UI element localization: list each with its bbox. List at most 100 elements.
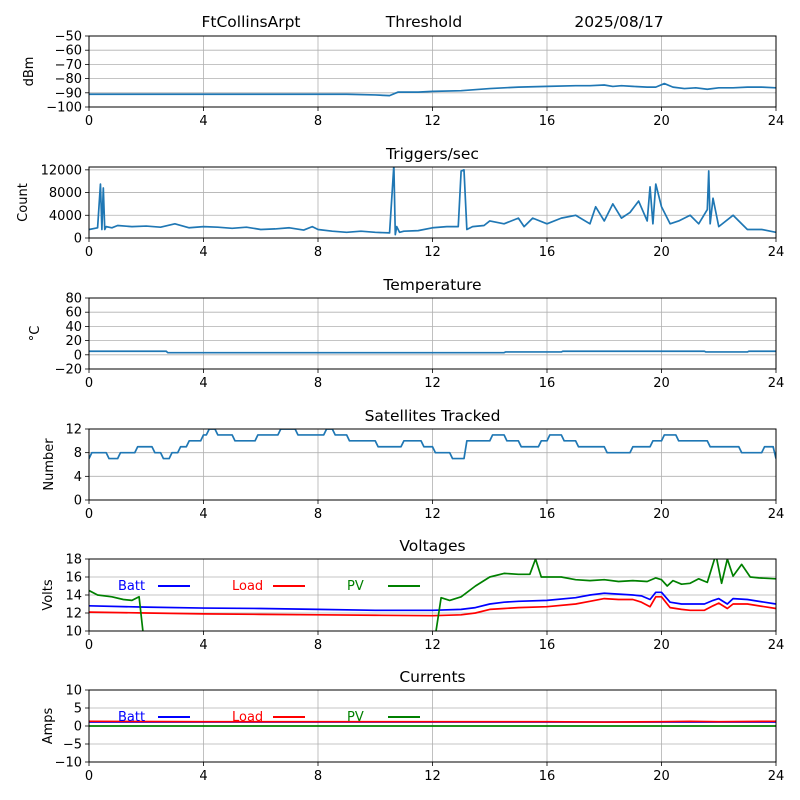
- x-tick-label: 8: [314, 638, 322, 653]
- x-tick-label: 24: [768, 376, 785, 391]
- legend-label-load: Load: [232, 710, 263, 725]
- series-group: [89, 350, 776, 354]
- y-tick-label: 4000: [49, 209, 82, 224]
- y-tick-label: 0: [74, 494, 82, 509]
- y-tick-label: −50: [55, 30, 82, 45]
- x-tick-label: 24: [768, 507, 785, 522]
- panel-currents: 0 4 8 12 16 20 24 −10 −5 0 5 10 Currents Amps Batt Load…: [41, 668, 784, 784]
- x-tick-label: 24: [768, 769, 785, 784]
- x-tick-label: 12: [424, 507, 441, 522]
- station-title: FtCollinsArpt: [201, 13, 300, 31]
- y-tick-label: −60: [55, 44, 82, 59]
- x-tick-label: 0: [85, 376, 93, 391]
- panel-title: Temperature: [382, 276, 481, 294]
- y-tick-label: 12: [65, 607, 82, 622]
- panel-satellites: 0 4 8 12 16 20 24 0 4 8 12 Satellites Tracked Number: [42, 407, 784, 522]
- y-tick-label: 18: [65, 553, 82, 568]
- series-group: [89, 720, 776, 727]
- x-tick-label: 12: [424, 245, 441, 260]
- x-tick-label: 20: [653, 638, 670, 653]
- x-tick-label: 16: [539, 638, 556, 653]
- legend-label-pv: PV: [347, 579, 364, 594]
- x-tick-label: 0: [85, 638, 93, 653]
- y-tick-label: 14: [65, 589, 82, 604]
- y-axis-label: Count: [16, 183, 31, 222]
- series-line-triggers: [89, 167, 776, 236]
- x-tick-label: 12: [424, 376, 441, 391]
- series-line-load: [89, 595, 776, 617]
- x-tick-label: 20: [653, 245, 670, 260]
- panel-title: Satellites Tracked: [365, 407, 501, 425]
- panel-title: Currents: [399, 668, 465, 686]
- x-tick-label: 12: [424, 638, 441, 653]
- y-axis-label: °C: [28, 326, 43, 342]
- x-tick-label: 8: [314, 245, 322, 260]
- y-tick-label: 8000: [49, 186, 82, 201]
- legend-label-batt: Batt: [118, 710, 145, 725]
- x-tick-label: 16: [539, 507, 556, 522]
- y-tick-label: 40: [65, 320, 82, 335]
- y-axis-label: dBm: [22, 57, 37, 87]
- series-line-load: [89, 720, 776, 723]
- y-tick-label: −90: [55, 86, 82, 101]
- x-tick-label: 16: [539, 769, 556, 784]
- y-tick-label: −5: [63, 738, 82, 753]
- y-tick-label: −20: [55, 363, 82, 378]
- x-tick-label: 20: [653, 769, 670, 784]
- panel-voltages: 0 4 8 12 16 20 24 10 12 14 16 18 Voltages Volts Batt Lo…: [41, 537, 784, 653]
- y-tick-label: 4: [74, 470, 82, 485]
- panel-triggers: 0 4 8 12 16 20 24 0 4000 8000 12000 Triggers/sec Cou…: [16, 145, 784, 260]
- x-tick-label: 4: [199, 114, 207, 129]
- x-tick-label: 0: [85, 507, 93, 522]
- x-tick-label: 0: [85, 769, 93, 784]
- x-tick-label: 0: [85, 245, 93, 260]
- y-tick-label: −100: [46, 101, 82, 116]
- y-tick-label: 60: [65, 306, 82, 321]
- y-axis-label: Amps: [41, 707, 56, 744]
- x-tick-label: 0: [85, 114, 93, 129]
- y-tick-label: 0: [74, 348, 82, 363]
- series-line-pv: [89, 559, 776, 631]
- x-tick-label: 24: [768, 245, 785, 260]
- series-line-satellites: [89, 429, 776, 460]
- legend-label-load: Load: [232, 579, 263, 594]
- x-tick-label: 4: [199, 376, 207, 391]
- y-tick-label: 12: [65, 423, 82, 438]
- x-tick-label: 4: [199, 769, 207, 784]
- y-tick-label: 16: [65, 571, 82, 586]
- x-tick-label: 4: [199, 245, 207, 260]
- panel-title: Voltages: [399, 537, 465, 555]
- legend-label-pv: PV: [347, 710, 364, 725]
- x-tick-label: 16: [539, 114, 556, 129]
- y-tick-label: −70: [55, 58, 82, 73]
- x-tick-label: 12: [424, 769, 441, 784]
- series-group: [89, 82, 776, 97]
- legend-label-batt: Batt: [118, 579, 145, 594]
- y-tick-label: 0: [74, 232, 82, 247]
- x-tick-label: 4: [199, 507, 207, 522]
- x-tick-label: 8: [314, 376, 322, 391]
- x-tick-label: 16: [539, 245, 556, 260]
- y-tick-label: 10: [65, 684, 82, 699]
- y-tick-label: 5: [74, 702, 82, 717]
- metric-title: Threshold: [385, 13, 462, 31]
- x-tick-label: 8: [314, 114, 322, 129]
- panel-title: Triggers/sec: [385, 145, 479, 163]
- series-group: [89, 429, 776, 460]
- y-tick-label: 10: [65, 625, 82, 640]
- y-tick-label: 0: [74, 720, 82, 735]
- series-line-temperature: [89, 350, 776, 354]
- x-tick-label: 24: [768, 638, 785, 653]
- x-tick-label: 16: [539, 376, 556, 391]
- series-line-batt: [89, 591, 776, 612]
- date-title: 2025/08/17: [574, 13, 663, 31]
- y-tick-label: −80: [55, 72, 82, 87]
- y-tick-label: 20: [65, 334, 82, 349]
- panel-threshold: 0 4 8 12 16 20 24 −100−90−80−70−60−50 dBm: [22, 30, 784, 130]
- series-group: [89, 559, 776, 631]
- y-axis-label: Number: [42, 438, 57, 491]
- series-line-threshold: [89, 82, 776, 97]
